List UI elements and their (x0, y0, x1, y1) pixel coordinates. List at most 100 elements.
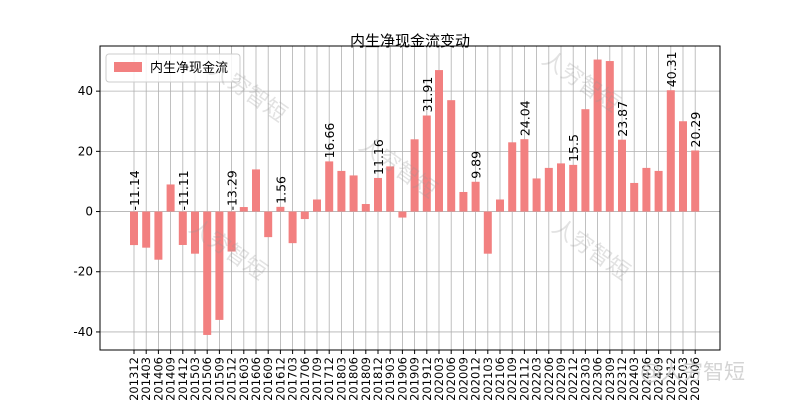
x-tick-label: 202312 (615, 357, 629, 400)
bar (130, 211, 138, 246)
data-label: 15.5 (566, 134, 581, 162)
bar (154, 211, 163, 260)
x-tick-label: 202309 (603, 357, 617, 400)
x-tick-label: 202009 (456, 357, 470, 400)
corner-watermark: @人穷智短 (640, 360, 745, 384)
x-tick-label: 201612 (273, 357, 287, 400)
x-tick-label: 201606 (249, 357, 263, 400)
legend: 内生净现金流 (105, 53, 241, 83)
bar (569, 164, 578, 212)
x-tick-label: 201909 (408, 357, 422, 400)
bar (459, 191, 468, 212)
bar (227, 211, 236, 252)
data-label: 16.66 (322, 123, 337, 159)
x-tick-label: 202006 (444, 357, 458, 400)
data-label: 11.16 (371, 139, 386, 175)
x-tick-label: 202203 (530, 357, 544, 400)
x-tick-label: 202109 (505, 357, 519, 400)
x-tick-label: 202303 (578, 357, 592, 400)
data-label: 9.89 (469, 151, 484, 179)
y-tick-label: 0 (85, 205, 93, 219)
bar (691, 150, 700, 212)
bar (642, 167, 651, 212)
x-tick-label: 202412 (664, 357, 678, 400)
x-tick-label: 201403 (139, 357, 153, 400)
bar (166, 184, 175, 212)
y-tick-label: 20 (78, 144, 93, 158)
bar (471, 181, 480, 212)
bar (557, 163, 565, 212)
x-tick-label: 201409 (164, 357, 178, 400)
x-tick-label: 201709 (310, 357, 324, 400)
x-tick-label: 201706 (298, 357, 312, 400)
bar (325, 161, 334, 212)
bar (581, 109, 590, 212)
x-tick-label: 202012 (469, 357, 483, 400)
x-tick-label: 202212 (566, 357, 580, 400)
bar (178, 211, 187, 245)
bar (398, 211, 407, 218)
bar (276, 206, 285, 212)
x-tick-label: 201503 (188, 357, 202, 400)
y-tick-label: -20 (73, 265, 93, 279)
x-tick-label: 201312 (127, 357, 141, 400)
bar (532, 178, 541, 212)
bar (215, 211, 224, 320)
bar (520, 139, 529, 212)
bar (288, 211, 297, 244)
bars-layer (130, 59, 700, 335)
x-tick-label: 201809 (359, 357, 373, 400)
data-labels-layer: -11.14 -11.11 -13.29 1.56 16.66 11.16 31.91 9.8… (127, 51, 703, 210)
x-tick-label: 202503 (676, 357, 690, 400)
x-tick-label: 201703 (286, 357, 300, 400)
x-tick-label: 202506 (688, 357, 702, 400)
x-tick-label: 201912 (420, 357, 434, 400)
bar (386, 166, 395, 212)
bar (666, 90, 675, 212)
legend-label: 内生净现金流 (150, 60, 228, 76)
x-tick-label: 202003 (432, 357, 446, 400)
x-tick-label: 202409 (652, 357, 666, 400)
data-label: 31.91 (420, 77, 435, 113)
x-tick-label: 201609 (261, 357, 275, 400)
y-tick-label: 40 (78, 84, 93, 98)
x-tick-label: 202106 (493, 357, 507, 400)
plot-frame (99, 45, 721, 351)
bar (239, 207, 248, 212)
bar (654, 170, 663, 212)
legend-box (105, 53, 241, 83)
x-tick-label: 202209 (554, 357, 568, 400)
legend-swatch (114, 62, 142, 72)
data-label: -13.29 (225, 170, 240, 210)
y-tick-label: -40 (73, 325, 93, 339)
bar (374, 177, 382, 212)
x-tick-label: 201509 (212, 357, 226, 400)
bar (483, 211, 492, 254)
bar (300, 211, 309, 220)
data-label: -11.14 (127, 170, 142, 210)
x-tick-label: 201906 (395, 357, 409, 400)
bar (605, 61, 614, 212)
bar (435, 70, 443, 212)
data-label: 23.87 (615, 101, 630, 137)
bar (349, 175, 358, 212)
x-tick-label: 201603 (237, 357, 251, 400)
data-label: 40.31 (664, 51, 679, 87)
ticks-layer: -40 -20 0 20 40 20131220140320140620140920141… (73, 84, 702, 400)
grid-layer (100, 46, 720, 350)
x-tick-label: 201412 (176, 357, 190, 400)
x-tick-label: 201812 (371, 357, 385, 400)
data-label: -11.11 (176, 170, 191, 210)
x-tick-label: 202206 (542, 357, 556, 400)
bar (593, 59, 602, 212)
bar (337, 170, 346, 212)
bar (618, 139, 626, 212)
data-label: 20.29 (688, 112, 703, 148)
x-tick-label: 201506 (200, 357, 214, 400)
x-tick-label: 201406 (151, 357, 165, 400)
x-tick-label: 201806 (347, 357, 361, 400)
data-label: 24.04 (517, 100, 532, 136)
x-tick-label: 202406 (639, 357, 653, 400)
bar (361, 204, 370, 212)
bar (679, 121, 687, 212)
